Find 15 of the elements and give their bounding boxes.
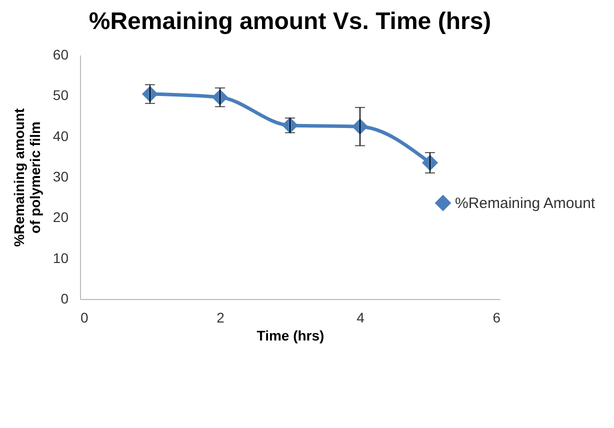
y-tick-label: 0	[60, 290, 69, 306]
legend-label: %Remaining Amount	[455, 195, 596, 212]
y-tick-label: 40	[52, 128, 69, 144]
x-tick-label: 6	[492, 310, 501, 326]
chart-title: %Remaining amount Vs. Time (hrs)	[88, 8, 492, 35]
y-axis-title: %Remaining amount of polymeric film	[10, 108, 43, 247]
x-tick-label: 2	[216, 310, 225, 326]
y-tick-label: 50	[52, 87, 69, 104]
y-tick-label: 60	[52, 46, 69, 62]
y-tick-label: 30	[52, 168, 69, 184]
x-axis-title: Time (hrs)	[256, 328, 324, 344]
x-tick-label: 0	[80, 310, 88, 326]
y-tick-label: 20	[52, 209, 69, 226]
y-tick-label: 10	[52, 250, 69, 266]
x-tick-label: 4	[356, 310, 365, 326]
